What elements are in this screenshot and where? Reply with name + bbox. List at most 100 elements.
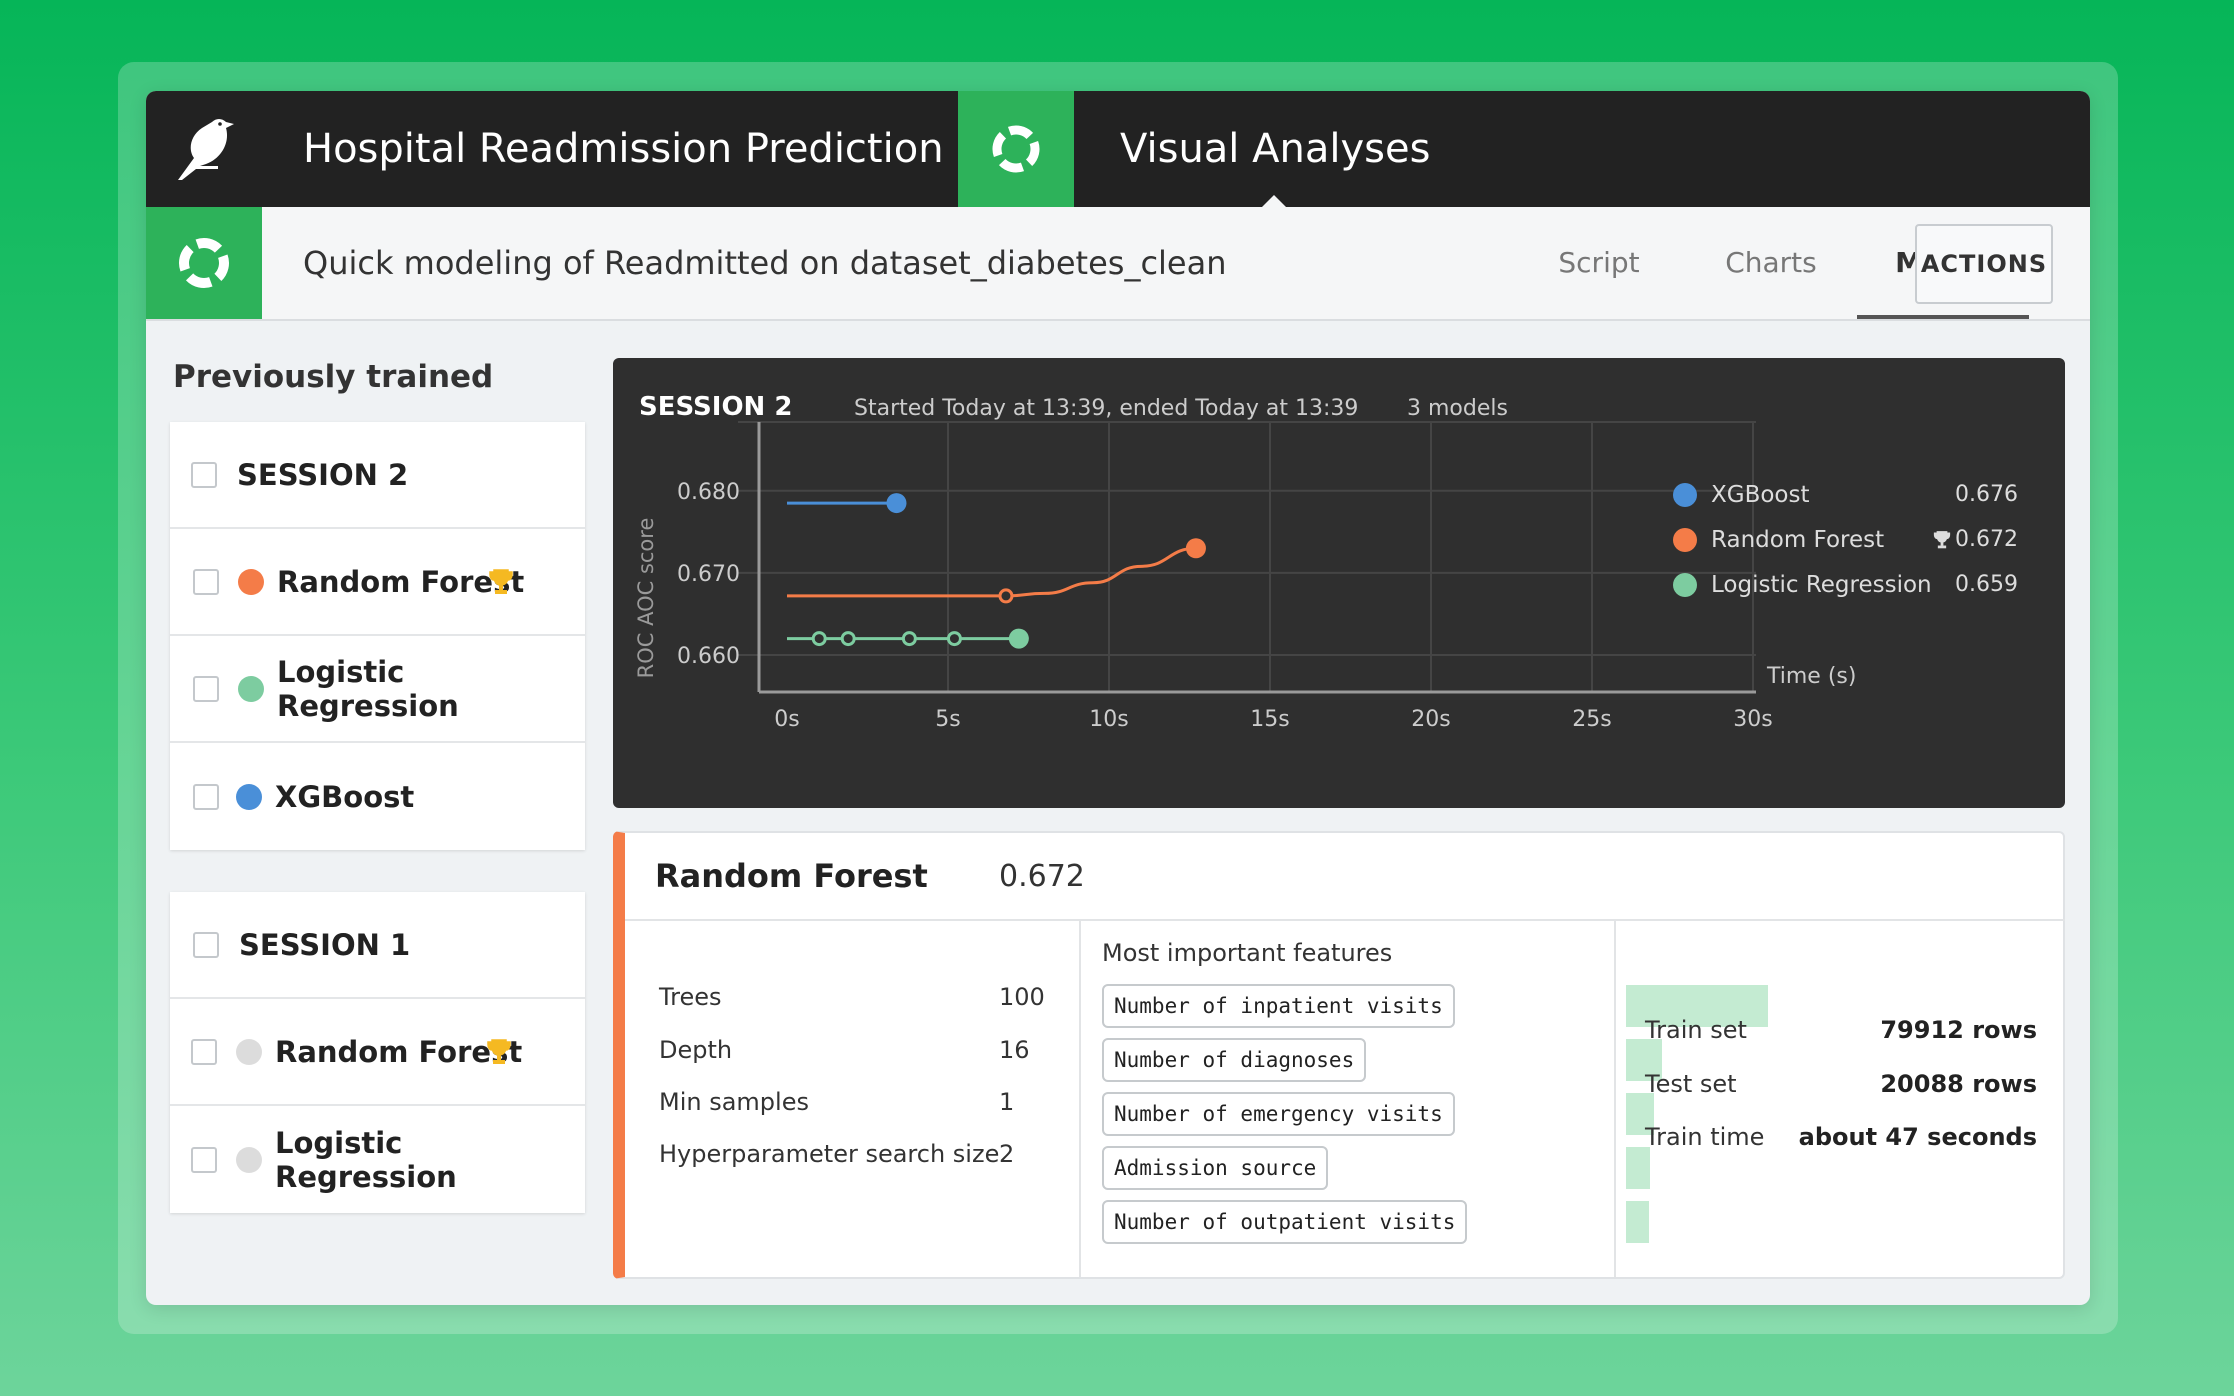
model-color-dot	[238, 568, 264, 595]
param-label: Depth	[659, 1036, 733, 1064]
y-tick-label: 0.660	[677, 644, 740, 669]
session-2-card: SESSION 2 Random Forest Logistic Regress…	[170, 422, 585, 850]
x-axis-label: Time (s)	[1766, 664, 1856, 689]
feature-importance-bar	[1626, 1147, 1650, 1189]
data-point	[946, 631, 962, 647]
y-tick-label: 0.670	[677, 562, 740, 587]
param-label: Min samples	[659, 1088, 809, 1116]
stat-value: 20088 rows	[1880, 1070, 2037, 1098]
x-tick-label: 5s	[935, 707, 960, 732]
legend-label: XGBoost	[1711, 482, 1810, 508]
tab-script[interactable]: Script	[1558, 246, 1640, 279]
data-point	[811, 631, 827, 647]
series-line	[787, 546, 1196, 598]
top-bar: Hospital Readmission Prediction Visual A…	[146, 91, 2090, 207]
y-tick-label: 0.680	[677, 480, 740, 505]
model-row[interactable]: Random Forest	[170, 999, 585, 1106]
model-row[interactable]: Random Forest	[170, 529, 585, 636]
session-checkbox[interactable]	[191, 461, 217, 488]
model-checkbox[interactable]	[191, 1038, 217, 1065]
bird-logo-icon[interactable]	[146, 91, 262, 207]
feature-importance-bar	[1626, 985, 1768, 1027]
divider	[1079, 921, 1081, 1277]
analysis-title: Quick modeling of Readmitted on dataset_…	[303, 244, 1227, 282]
feature-chip[interactable]: Admission source	[1102, 1146, 1329, 1190]
detail-model-name: Random Forest	[655, 857, 928, 895]
feature-importance-bar	[1626, 1201, 1649, 1243]
x-tick-label: 10s	[1089, 707, 1128, 732]
param-value: 1	[999, 1088, 1015, 1116]
trophy-icon	[1933, 531, 1951, 549]
session-checkbox[interactable]	[193, 931, 219, 958]
param-value: 16	[999, 1036, 1030, 1064]
model-color-dot	[236, 783, 262, 810]
actions-button[interactable]: ACTIONS	[1915, 224, 2053, 304]
data-point-final	[886, 493, 907, 514]
model-name: Logistic Regression	[277, 654, 459, 723]
x-tick-label: 0s	[774, 707, 799, 732]
tab-charts[interactable]: Charts	[1725, 246, 1817, 279]
param-value: 100	[999, 983, 1045, 1011]
visual-analysis-icon[interactable]	[958, 91, 1074, 207]
legend-item[interactable]: XGBoost	[1673, 480, 1810, 510]
roc-chart: 0s 5s 10s 15s 20s 25s 30s 0.660 0.670 0.680 ROC AO…	[634, 421, 1856, 732]
model-color-dot	[238, 675, 264, 702]
section-indicator	[1262, 195, 1286, 207]
stat-label: Train time	[1645, 1123, 1765, 1151]
app-window: Hospital Readmission Prediction Visual A…	[146, 91, 2090, 1305]
project-title[interactable]: Hospital Readmission Prediction	[303, 126, 944, 172]
divider	[625, 919, 2065, 921]
model-color-dot	[236, 1146, 262, 1173]
model-checkbox[interactable]	[193, 568, 219, 595]
session-row[interactable]: SESSION 1	[170, 892, 585, 999]
previously-trained-title: Previously trained	[173, 359, 494, 395]
legend-value: 0.659	[1955, 572, 2018, 597]
data-point	[840, 631, 856, 647]
feature-chip[interactable]: Number of emergency visits	[1102, 1092, 1455, 1136]
trophy-icon	[487, 1038, 511, 1064]
param-label: Trees	[659, 983, 722, 1011]
model-checkbox[interactable]	[193, 675, 219, 702]
feature-importance-bar	[1626, 1093, 1654, 1135]
feature-chip[interactable]: Number of outpatient visits	[1102, 1200, 1468, 1244]
model-name: Logistic Regression	[275, 1125, 457, 1194]
session-label: SESSION 2	[237, 457, 409, 492]
x-tick-label: 15s	[1250, 707, 1289, 732]
analysis-icon	[146, 207, 262, 319]
model-row[interactable]: XGBoost	[170, 743, 585, 850]
feature-chip[interactable]: Number of inpatient visits	[1102, 984, 1455, 1028]
session-label: SESSION 1	[239, 927, 411, 962]
legend-item[interactable]: Random Forest	[1673, 525, 1884, 555]
param-label: Hyperparameter search size	[659, 1140, 1000, 1168]
data-point-final	[1185, 538, 1206, 559]
section-title: Visual Analyses	[1120, 126, 1431, 172]
legend-dot	[1673, 528, 1697, 552]
model-checkbox[interactable]	[191, 1146, 217, 1173]
session-chart-panel: SESSION 2 Started Today at 13:39, ended …	[613, 358, 2065, 808]
model-name: Random Forest	[275, 1034, 523, 1069]
stat-label: Test set	[1645, 1070, 1737, 1098]
model-color-dot	[236, 1038, 262, 1065]
feature-importance-bar	[1626, 1039, 1662, 1081]
legend-value: 0.676	[1955, 482, 2018, 507]
model-checkbox[interactable]	[193, 783, 219, 810]
legend-label: Logistic Regression	[1711, 572, 1932, 598]
legend-value: 0.672	[1955, 527, 2018, 552]
feature-chip[interactable]: Number of diagnoses	[1102, 1038, 1367, 1082]
model-row[interactable]: Logistic Regression	[170, 636, 585, 743]
legend-label: Random Forest	[1711, 527, 1885, 553]
data-point	[901, 631, 917, 647]
session-timestamps: Started Today at 13:39, ended Today at 1…	[854, 396, 1359, 421]
models-count: 3 models	[1407, 396, 1508, 421]
model-detail-panel: Random Forest 0.672 Trees 100 Depth 16 M…	[613, 831, 2065, 1279]
model-name: Random Forest	[277, 564, 525, 599]
legend-item[interactable]: Logistic Regression	[1673, 570, 1932, 600]
session-1-card: SESSION 1 Random Forest Logistic Regress…	[170, 892, 585, 1213]
x-tick-label: 20s	[1411, 707, 1450, 732]
model-name: XGBoost	[275, 779, 415, 814]
session-row[interactable]: SESSION 2	[170, 422, 585, 529]
legend-dot	[1673, 483, 1697, 507]
model-row[interactable]: Logistic Regression	[170, 1106, 585, 1213]
data-point-final	[1008, 628, 1029, 649]
divider	[1614, 921, 1616, 1277]
